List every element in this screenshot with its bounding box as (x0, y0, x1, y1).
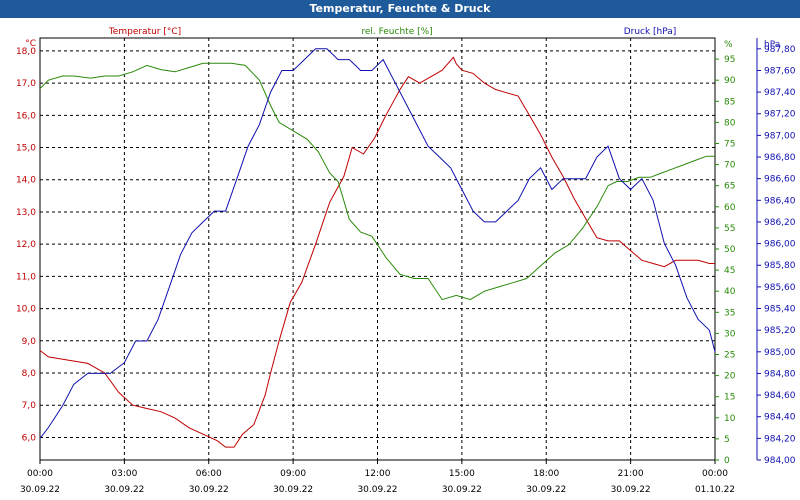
chart-title: Temperatur, Feuchte & Druck (0, 0, 800, 18)
y-tick-label-humidity: 0 (724, 456, 730, 466)
y-tick-label-pressure: 986,00 (764, 240, 796, 250)
x-tick-label-time: 18:00 (533, 469, 559, 479)
series-line-temperature (39, 56, 715, 448)
y-tick-label-pressure: 985,20 (764, 326, 796, 336)
x-tick-label-time: 00:00 (27, 469, 53, 479)
y-tick-label-pressure: 985,40 (764, 305, 796, 315)
x-tick-label-date: 30.09.22 (20, 485, 60, 495)
y-tick-label-humidity: 60 (724, 203, 736, 213)
y-tick-label-temperature: 6,0 (22, 433, 37, 443)
y-tick-label-humidity: 10 (724, 414, 736, 424)
y-tick-label-pressure: 986,60 (764, 175, 796, 185)
y-tick-label-humidity: 30 (724, 329, 736, 339)
y-tick-label-pressure: 987,40 (764, 88, 796, 98)
y-tick-label-temperature: 12,0 (16, 240, 36, 250)
y-tick-label-pressure: 984,40 (764, 413, 796, 423)
y-tick-label-humidity: 45 (724, 266, 735, 276)
y-axis-label-humidity: rel. Feuchte [%] (361, 27, 432, 37)
x-tick-label-date: 30.09.22 (442, 485, 482, 495)
y-tick-label-pressure: 984,00 (764, 456, 796, 466)
y-tick-label-temperature: 15,0 (16, 144, 36, 154)
y-tick-label-humidity: 80 (724, 118, 736, 128)
x-tick-label-time: 03:00 (111, 469, 137, 479)
x-tick-label-date: 30.09.22 (526, 485, 566, 495)
x-tick-label-date: 30.09.22 (357, 485, 397, 495)
x-tick-label-time: 06:00 (196, 469, 222, 479)
y-tick-label-temperature: 18,0 (16, 47, 36, 57)
y-tick-label-pressure: 987,60 (764, 66, 796, 76)
y-tick-label-humidity: 20 (724, 372, 736, 382)
y-tick-label-humidity: 70 (724, 161, 736, 171)
x-tick-label-date: 30.09.22 (273, 485, 313, 495)
y-tick-label-humidity: 85 (724, 97, 735, 107)
y-tick-label-temperature: 7,0 (22, 401, 37, 411)
y-tick-label-temperature: 8,0 (22, 369, 37, 379)
y-tick-label-temperature: 17,0 (16, 79, 36, 89)
y-tick-label-pressure: 984,60 (764, 391, 796, 401)
y-tick-label-humidity: 90 (724, 76, 736, 86)
series-line-pressure (39, 48, 716, 439)
y-tick-label-temperature: 13,0 (16, 208, 36, 218)
x-tick-label-time: 15:00 (449, 469, 475, 479)
y-tick-label-humidity: 65 (724, 182, 735, 192)
y-axis-unit-pressure: hPa (764, 40, 780, 50)
y-tick-label-humidity: 35 (724, 308, 735, 318)
y-tick-label-humidity: 25 (724, 351, 735, 361)
y-axis-unit-temperature: °C (25, 39, 36, 49)
y-tick-label-humidity: 95 (724, 55, 735, 65)
series-line-humidity (39, 62, 715, 301)
y-tick-label-temperature: 10,0 (16, 305, 36, 315)
y-tick-label-temperature: 9,0 (22, 337, 37, 347)
x-tick-label-time: 09:00 (280, 469, 306, 479)
y-tick-label-pressure: 984,80 (764, 369, 796, 379)
y-tick-label-humidity: 5 (724, 435, 730, 445)
y-tick-label-pressure: 986,20 (764, 218, 796, 228)
y-tick-label-pressure: 984,20 (764, 434, 796, 444)
y-tick-label-pressure: 987,00 (764, 131, 796, 141)
x-tick-label-time: 12:00 (365, 469, 391, 479)
y-axis-unit-humidity: % (724, 40, 733, 50)
y-tick-label-humidity: 15 (724, 393, 735, 403)
x-tick-label-time: 21:00 (618, 469, 644, 479)
y-tick-label-humidity: 55 (724, 224, 735, 234)
y-tick-label-pressure: 986,40 (764, 196, 796, 206)
y-tick-label-pressure: 985,80 (764, 261, 796, 271)
x-tick-label-date: 30.09.22 (104, 485, 144, 495)
x-tick-label-date: 01.10.22 (695, 485, 735, 495)
y-tick-label-pressure: 985,60 (764, 283, 796, 293)
y-axis-label-temperature: Temperatur [°C] (108, 27, 181, 37)
y-tick-label-temperature: 11,0 (16, 272, 36, 282)
y-tick-label-pressure: 987,20 (764, 110, 796, 120)
y-tick-label-pressure: 987,80 (764, 45, 796, 55)
y-tick-label-pressure: 985,00 (764, 348, 796, 358)
y-tick-label-humidity: 75 (724, 140, 735, 150)
x-tick-label-date: 30.09.22 (189, 485, 229, 495)
y-axis-label-pressure: Druck [hPa] (624, 27, 677, 37)
y-tick-label-pressure: 986,80 (764, 153, 796, 163)
x-tick-label-time: 00:00 (702, 469, 728, 479)
y-tick-label-temperature: 14,0 (16, 176, 36, 186)
x-tick-label-date: 30.09.22 (611, 485, 651, 495)
y-tick-label-humidity: 50 (724, 245, 736, 255)
y-tick-label-temperature: 16,0 (16, 111, 36, 121)
y-tick-label-humidity: 40 (724, 287, 736, 297)
